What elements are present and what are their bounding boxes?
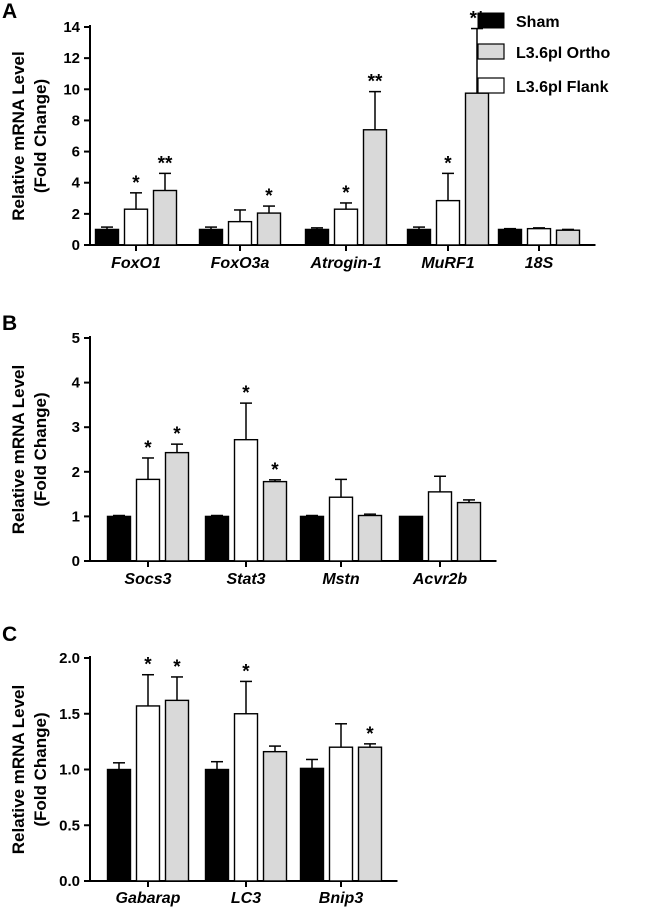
y-tick-label: 3 <box>72 419 80 436</box>
category-label: FoxO3a <box>211 255 270 272</box>
bar <box>233 713 259 882</box>
bar <box>135 705 161 882</box>
y-tick-label: 0 <box>72 553 80 570</box>
bar <box>333 208 359 246</box>
significance-marker: * <box>242 661 250 682</box>
bar <box>357 514 383 562</box>
bar <box>152 189 178 246</box>
significance-marker: * <box>242 383 250 404</box>
bar <box>262 750 288 882</box>
panel-letter: B <box>2 312 17 335</box>
legend-swatch-sham <box>477 12 505 29</box>
legend-label-sham: Sham <box>516 14 560 31</box>
y-axis-label-units: (Fold Change) <box>31 712 50 826</box>
bar <box>227 220 253 246</box>
bar <box>164 451 190 562</box>
category-label: Acvr2b <box>412 571 467 588</box>
y-tick-label: 2 <box>72 464 80 481</box>
legend-swatch-flank <box>477 77 505 94</box>
legend-swatch-ortho <box>477 43 505 60</box>
category-label: Gabarap <box>116 890 181 907</box>
bar <box>204 515 230 562</box>
bar <box>406 228 432 246</box>
category-label: Bnip3 <box>319 890 364 907</box>
significance-marker: * <box>144 655 152 676</box>
significance-marker: ** <box>470 9 485 30</box>
category-label: Mstn <box>322 571 360 588</box>
significance-marker: ** <box>368 72 383 93</box>
y-tick-label: 0.0 <box>59 873 80 890</box>
bar <box>304 228 330 246</box>
panel-letter: C <box>2 623 17 646</box>
y-tick-label: 6 <box>72 144 80 161</box>
category-label: FoxO1 <box>111 255 161 272</box>
y-tick-label: 1.0 <box>59 762 80 779</box>
y-tick-label: 1 <box>72 508 80 525</box>
bar <box>106 768 132 882</box>
significance-marker: * <box>173 657 181 678</box>
bar <box>299 767 325 882</box>
panel-letter: A <box>2 0 17 23</box>
y-tick-label: 4 <box>72 375 81 392</box>
significance-marker: * <box>444 153 452 174</box>
y-tick-label: 8 <box>72 112 80 129</box>
y-tick-label: 1.5 <box>59 706 80 723</box>
legend: Sham L3.6pl Ortho L3.6pl Flank <box>477 12 610 96</box>
bar <box>456 501 482 562</box>
significance-marker: * <box>144 438 152 459</box>
bar <box>526 227 552 246</box>
bar <box>198 228 224 246</box>
bar <box>299 515 325 562</box>
y-axis-label-units: (Fold Change) <box>31 79 50 193</box>
significance-marker: * <box>265 186 273 207</box>
category-label: MuRF1 <box>421 255 474 272</box>
bar <box>435 199 461 246</box>
legend-label-ortho: L3.6pl Ortho <box>516 45 610 62</box>
legend-label-flank: L3.6pl Flank <box>516 79 609 96</box>
bar <box>262 480 288 562</box>
bar <box>106 515 132 562</box>
bar <box>555 229 581 246</box>
significance-marker: ** <box>158 153 173 174</box>
y-axis-label: Relative mRNA Level <box>9 685 28 854</box>
y-tick-label: 0 <box>72 237 80 254</box>
y-tick-label: 5 <box>72 330 80 347</box>
bar <box>328 746 354 882</box>
significance-marker: * <box>342 183 350 204</box>
y-axis-label: Relative mRNA Level <box>9 365 28 534</box>
category-label: LC3 <box>231 890 261 907</box>
bar <box>204 768 230 882</box>
y-tick-label: 14 <box>63 19 80 36</box>
significance-marker: * <box>366 724 374 745</box>
category-label: 18S <box>525 255 554 272</box>
y-tick-label: 4 <box>72 175 81 192</box>
category-label: Stat3 <box>226 571 265 588</box>
significance-marker: * <box>271 460 279 481</box>
bar <box>233 438 259 562</box>
bar <box>256 212 282 246</box>
category-label: Atrogin-1 <box>309 255 381 272</box>
bar <box>94 228 120 246</box>
bar <box>164 699 190 882</box>
y-axis-label: Relative mRNA Level <box>9 51 28 220</box>
bar <box>398 515 424 562</box>
significance-marker: * <box>132 173 140 194</box>
y-tick-label: 2.0 <box>59 650 80 667</box>
bar <box>328 496 354 562</box>
bar <box>427 491 453 562</box>
significance-marker: * <box>173 424 181 445</box>
y-axis-label-units: (Fold Change) <box>31 392 50 506</box>
bar <box>497 228 523 246</box>
bar <box>464 92 490 246</box>
bar <box>135 478 161 562</box>
bar <box>362 129 388 246</box>
bar <box>123 208 149 246</box>
y-tick-label: 2 <box>72 206 80 223</box>
bar <box>357 746 383 882</box>
y-tick-label: 0.5 <box>59 817 80 834</box>
y-tick-label: 12 <box>63 50 80 67</box>
y-tick-label: 10 <box>63 81 80 98</box>
category-label: Socs3 <box>124 571 171 588</box>
